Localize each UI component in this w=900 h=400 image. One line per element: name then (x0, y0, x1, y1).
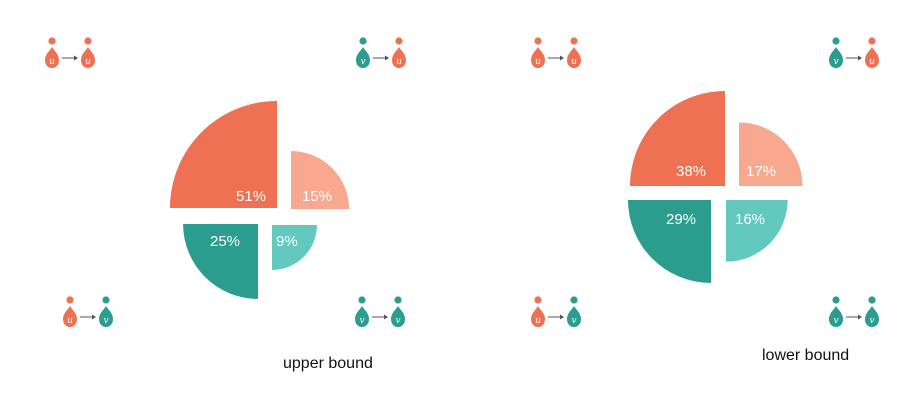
svg-text:u: u (85, 57, 91, 67)
pie-slice-v-to-v (726, 200, 788, 262)
svg-text:u: u (49, 57, 55, 67)
svg-text:u: u (571, 57, 577, 67)
pie-slice-v-to-u (739, 122, 803, 186)
slice-value-label-v-to-u: 15% (302, 188, 332, 205)
slice-value-label-u-to-u: 38% (676, 163, 706, 180)
svg-text:v: v (103, 316, 108, 326)
svg-text:u: u (396, 57, 402, 67)
slice-value-label-v-to-v: 16% (735, 211, 765, 228)
pie-slice-v-to-v (272, 225, 317, 270)
svg-text:v: v (359, 316, 364, 326)
slice-value-label-u-to-v: 29% (666, 211, 696, 228)
pie-slice-u-to-v (183, 224, 258, 299)
svg-text:u: u (869, 57, 875, 67)
svg-text:u: u (535, 57, 541, 67)
chart-caption: lower bound (762, 347, 849, 364)
pie-slice-u-to-u (170, 101, 277, 208)
svg-text:v: v (571, 316, 576, 326)
chart-caption: upper bound (283, 355, 373, 372)
pie-slice-u-to-v (628, 200, 711, 283)
svg-text:v: v (833, 316, 838, 326)
pie-chart-lower-bound: 38% 17% 29% 16% (628, 91, 803, 283)
svg-text:u: u (67, 316, 73, 326)
svg-text:v: v (869, 316, 874, 326)
pie-slice-v-to-u (291, 150, 350, 209)
slice-value-label-u-to-v: 25% (210, 233, 240, 250)
slice-value-label-v-to-v: 9% (276, 233, 298, 250)
slice-value-label-u-to-u: 51% (236, 188, 266, 205)
pie-chart-upper-bound: 51% 15% 25% 9% (170, 101, 350, 299)
svg-text:v: v (833, 57, 838, 67)
svg-text:v: v (360, 57, 365, 67)
svg-text:u: u (535, 316, 541, 326)
slice-value-label-v-to-u: 17% (746, 163, 776, 180)
svg-text:v: v (395, 316, 400, 326)
pie-slice-u-to-u (630, 91, 725, 186)
